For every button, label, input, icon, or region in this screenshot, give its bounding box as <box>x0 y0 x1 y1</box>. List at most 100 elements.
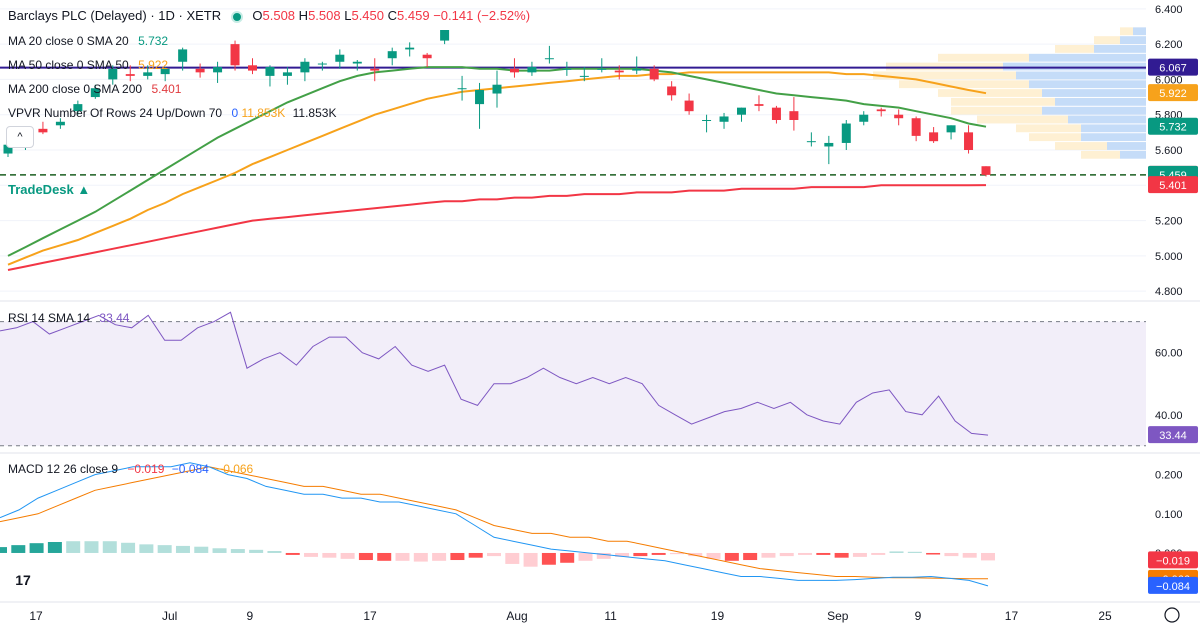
volume-profile-up-bar <box>1016 71 1146 80</box>
candle-body <box>894 114 904 119</box>
legend-macd-v2: −0.084 <box>171 462 209 476</box>
macd-histogram-bar <box>432 552 447 561</box>
macd-histogram-bar <box>84 541 99 553</box>
candle-body <box>771 107 781 120</box>
volume-profile-down-bar <box>899 80 1029 89</box>
legend-vpvr[interactable]: VPVR Number Of Rows 24 Up/Down 70 0 11.8… <box>8 106 336 120</box>
legend-rsi[interactable]: RSI 14 SMA 14 33.44 <box>8 311 129 325</box>
price-axis-tick: 5.200 <box>1155 216 1183 228</box>
candle-body <box>265 67 275 76</box>
candle-body <box>230 44 240 66</box>
volume-profile-down-bar <box>886 62 1003 71</box>
tradingview-logo-icon[interactable]: 17 <box>8 568 38 592</box>
symbol-title[interactable]: Barclays PLC (Delayed) · 1D · XETR <box>8 8 222 23</box>
ohlc-h-value: 5.508 <box>308 8 341 23</box>
macd-histogram-bar <box>487 552 501 557</box>
macd-histogram-bar <box>102 541 117 553</box>
volume-profile-down-bar <box>1029 133 1081 142</box>
candle-body <box>544 58 554 60</box>
candle-body <box>719 116 729 122</box>
ohlc-o-value: 5.508 <box>262 8 296 23</box>
candle-body <box>90 88 100 98</box>
volume-profile-up-bar <box>1003 62 1146 71</box>
ohlc-l-label: L <box>344 8 352 23</box>
volume-profile-up-bar <box>1042 89 1146 97</box>
price-axis-tick: 6.000 <box>1155 74 1183 86</box>
legend-ma200[interactable]: MA 200 close 0 SMA 200 5.401 <box>8 82 181 96</box>
macd-histogram-bar <box>47 542 62 553</box>
ma20-line <box>7 66 987 257</box>
macd-histogram-bar <box>29 543 44 553</box>
candle-body <box>981 166 991 175</box>
macd-histogram-bar <box>358 552 373 561</box>
volume-profile-down-bar <box>977 115 1068 124</box>
candle-body <box>195 68 205 73</box>
tradedesk-label[interactable]: TradeDesk ▲ <box>8 182 91 197</box>
legend-ma50-value: 5.922 <box>138 58 169 72</box>
price-label-badge <box>1148 84 1198 102</box>
volume-profile-up-bar <box>1120 150 1146 159</box>
price-label-text: 6.067 <box>1159 63 1187 75</box>
volume-profile-down-bar <box>1055 45 1094 53</box>
macd-histogram-bar <box>175 545 190 553</box>
macd-histogram-bar <box>724 552 739 561</box>
macd-histogram-bar <box>578 552 593 561</box>
macd-histogram-bar <box>413 552 428 562</box>
candle-body <box>55 121 65 126</box>
legend-macd[interactable]: MACD 12 26 close 9 −0.019 −0.084 −0.066 <box>8 462 253 476</box>
volume-profile-up-bar <box>1042 106 1146 115</box>
time-axis-tick: Sep <box>827 609 849 623</box>
candle-body <box>702 120 712 121</box>
candle-body <box>405 47 415 50</box>
time-axis-tick: 9 <box>246 609 253 623</box>
macd-histogram-bar <box>743 552 758 561</box>
macd-histogram-bar <box>11 545 26 553</box>
price-label-text: 5.922 <box>1159 88 1187 100</box>
collapse-legend-button[interactable]: ^ <box>6 126 34 148</box>
legend-ma50[interactable]: MA 50 close 0 SMA 50 5.922 <box>8 58 168 72</box>
macd-histogram-bar <box>450 552 465 561</box>
macd-histogram-bar <box>66 541 81 553</box>
settings-gear-icon[interactable] <box>1164 607 1180 623</box>
candle-body <box>509 68 519 73</box>
candle-body <box>492 84 502 94</box>
macd-histogram-bar <box>779 552 794 557</box>
macd-histogram-bar <box>981 552 995 561</box>
legend-rsi-label: RSI 14 SMA 14 <box>8 311 91 325</box>
candle-body <box>806 141 816 143</box>
macd-histogram-bar <box>304 552 319 557</box>
legend-ma200-value: 5.401 <box>151 82 182 96</box>
macd-histogram-bar <box>926 552 941 555</box>
price-label-badge <box>1148 176 1198 194</box>
legend-ma20[interactable]: MA 20 close 0 SMA 20 5.732 <box>8 34 168 48</box>
volume-profile-up-bar <box>1107 142 1146 150</box>
macd-value-text: −0.019 <box>1156 555 1190 567</box>
candle-body <box>178 49 188 62</box>
candle-body <box>754 104 764 106</box>
candle-body <box>457 88 467 90</box>
legend-ma20-value: 5.732 <box>138 34 169 48</box>
macd-histogram-bar <box>706 552 721 559</box>
ohlc-c-label: C <box>387 8 398 23</box>
legend-macd-v1: −0.019 <box>127 462 165 476</box>
macd-histogram-bar <box>0 547 7 553</box>
volume-profile-down-bar <box>938 89 1042 97</box>
candle-body <box>579 75 589 77</box>
time-axis-tick: 17 <box>363 609 377 623</box>
market-status-icon <box>230 10 243 23</box>
volume-profile-down-bar <box>951 97 1055 106</box>
macd-value-text: −0.084 <box>1156 581 1190 593</box>
candle-body <box>684 100 694 112</box>
macd-histogram-bar <box>468 552 483 558</box>
candle-body <box>387 51 397 59</box>
macd-histogram-bar <box>852 552 867 557</box>
candle-body <box>108 68 118 80</box>
macd-histogram-bar <box>669 552 684 555</box>
legend-ma20-label: MA 20 close 0 SMA 20 <box>8 34 129 48</box>
candle-body <box>946 125 956 133</box>
macd-histogram-bar <box>322 552 337 558</box>
candle-body <box>964 132 974 150</box>
logo-text: 17 <box>15 572 31 588</box>
